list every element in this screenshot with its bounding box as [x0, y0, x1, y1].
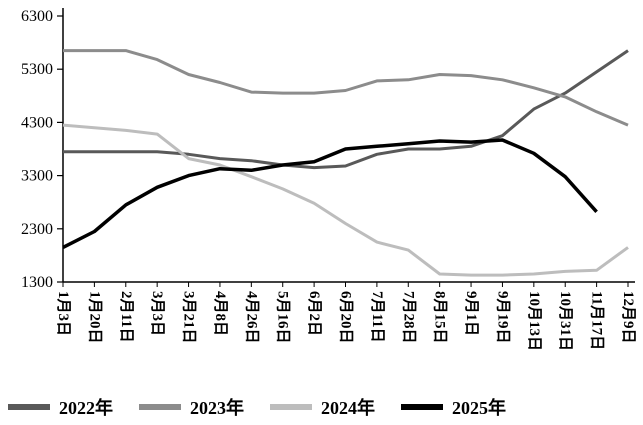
series-line-2022	[63, 49, 629, 170]
x-axis-tick-label: 6月20日	[338, 291, 355, 344]
legend-item-2025: 2025年	[401, 394, 506, 420]
x-axis-tick-label: 5月16日	[275, 291, 292, 344]
legend-item-2023: 2023年	[139, 394, 244, 420]
legend-line-swatch	[401, 404, 443, 410]
x-axis-tick-label: 3月3日	[149, 291, 166, 336]
y-axis-tick-label: 5300	[21, 61, 53, 78]
x-axis-tick-label: 7月28日	[400, 291, 417, 344]
x-axis-tick-label: 4月26日	[243, 291, 260, 344]
line-chart: 1300 2300 3300 4300 5300 6300 1月3日 1月20日 2月11日 3月…	[21, 8, 637, 351]
y-axis-tick-label: 1300	[21, 274, 53, 291]
x-axis-tick-label: 7月11日	[369, 291, 386, 343]
x-axis-tick-label: 10月31日	[557, 291, 574, 351]
y-axis-tick-label: 4300	[21, 114, 53, 131]
x-axis-tick-label: 1月20日	[86, 291, 103, 344]
y-axis-tick-label: 3300	[21, 168, 53, 185]
x-axis-tick-label: 9月1日	[463, 291, 480, 336]
legend-line-swatch	[8, 404, 50, 410]
series-line-2023	[63, 49, 629, 127]
x-axis-tick-label: 2月11日	[118, 291, 135, 343]
x-axis-tick-label: 6月2日	[306, 291, 323, 336]
x-axis-tick-label: 12月9日	[620, 291, 637, 344]
series-line-2024	[62, 123, 629, 277]
y-axis-tick-label: 6300	[21, 8, 53, 25]
x-axis-tick-label: 1月3日	[55, 291, 72, 336]
legend: 2022年 2023年 2024年 2025年	[0, 389, 643, 425]
legend-line-swatch	[139, 404, 181, 410]
legend-item-2024: 2024年	[270, 394, 375, 420]
legend-label: 2024年	[321, 398, 375, 418]
x-axis-tick-label: 3月21日	[181, 291, 198, 344]
x-axis-tick-label: 11月17日	[589, 291, 606, 350]
x-axis-tick-label: 9月19日	[494, 291, 511, 344]
legend-line-swatch	[270, 404, 312, 410]
legend-label: 2025年	[452, 398, 506, 418]
x-axis-tick-label: 4月8日	[212, 291, 229, 336]
legend-item-2022: 2022年	[8, 394, 113, 420]
x-axis-tick-label: 8月15日	[432, 291, 449, 344]
legend-label: 2023年	[190, 398, 244, 418]
series-line-2025	[62, 138, 598, 249]
y-axis-tick-label: 2300	[21, 221, 53, 238]
legend-label: 2022年	[59, 398, 113, 418]
x-axis-tick-label: 10月13日	[526, 291, 543, 351]
